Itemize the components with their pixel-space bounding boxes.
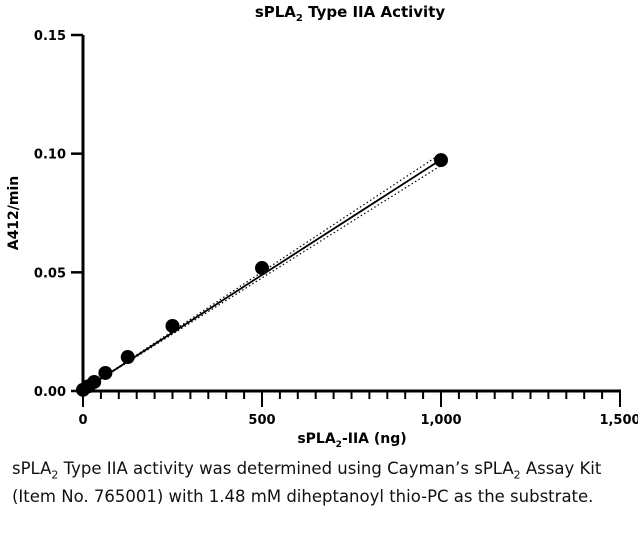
x-axis-label: sPLA2-IIA (ng): [297, 431, 406, 450]
data-point: [434, 153, 448, 168]
data-point: [255, 261, 269, 276]
data-point: [165, 318, 180, 333]
y-axis-label: A412/min: [6, 176, 22, 251]
figure-caption: sPLA2 Type IIA activity was determined u…: [12, 459, 602, 507]
confidence-band-line: [82, 165, 442, 391]
x-tick-label: 500: [248, 413, 275, 428]
y-tick-label: 0.15: [34, 29, 66, 44]
y-tick-label: 0.10: [34, 148, 66, 163]
data-point: [98, 365, 113, 380]
y-tick-label: 0.05: [34, 266, 66, 281]
chart: sPLA2 Type IIA Activity A412/min sPLA2-I…: [6, 3, 638, 450]
data-point: [120, 350, 135, 365]
data-point: [87, 374, 102, 389]
chart-title: sPLA2 Type IIA Activity: [255, 3, 446, 24]
y-tick-label: 0.00: [34, 385, 66, 400]
x-tick-label: 1,000: [420, 413, 461, 428]
x-tick-label: 1,500: [599, 413, 638, 428]
x-tick-label: 0: [78, 413, 87, 428]
